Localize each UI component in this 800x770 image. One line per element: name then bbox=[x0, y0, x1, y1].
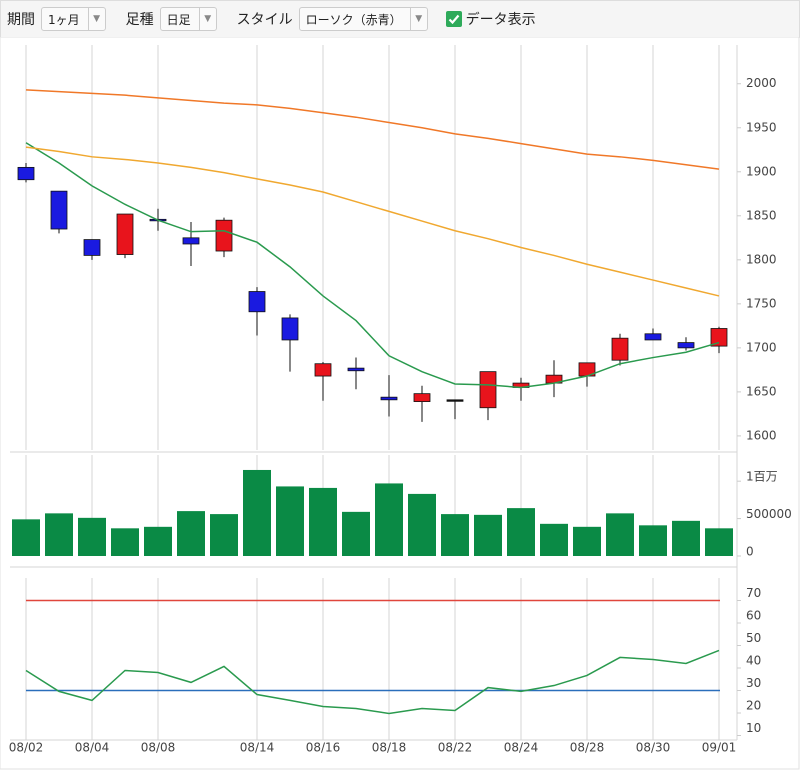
style-select[interactable]: ローソク（赤青） ▼ bbox=[298, 7, 428, 31]
y-tick-label: 0 bbox=[746, 545, 754, 559]
volume-bar bbox=[210, 514, 238, 556]
candle-body bbox=[248, 291, 266, 313]
volume-bar bbox=[573, 526, 601, 556]
y-tick-label: 1600 bbox=[746, 428, 777, 442]
candle-body bbox=[182, 237, 200, 245]
data-display-label: データ表示 bbox=[465, 12, 536, 28]
candle-body bbox=[347, 367, 365, 372]
candle-body bbox=[380, 396, 398, 401]
volume-bar bbox=[408, 493, 436, 556]
x-tick-label: 08/28 bbox=[570, 741, 605, 755]
candle-body bbox=[644, 333, 662, 341]
x-tick-label: 08/08 bbox=[141, 741, 176, 755]
data-display-checkbox[interactable] bbox=[445, 11, 462, 27]
y-tick-label: 1850 bbox=[746, 208, 777, 222]
toolbar: 期間 1ヶ月 ▼ 足種 日足 ▼ スタイル ローソク（赤青） ▼ データ表示 bbox=[0, 0, 800, 38]
y-tick-label: 1800 bbox=[746, 252, 777, 266]
candle-body bbox=[479, 371, 497, 409]
y-tick-label: 70 bbox=[746, 586, 761, 600]
volume-bar bbox=[639, 525, 667, 556]
candle-body bbox=[50, 190, 68, 230]
candle-body bbox=[215, 219, 233, 252]
y-tick-label: 1百万 bbox=[746, 470, 778, 484]
moving-average-line bbox=[25, 146, 720, 297]
chart: 08/02 08/04 08/08 08/14 08/16 08/18 08/22 08/24… bbox=[0, 37, 800, 770]
candle-body bbox=[611, 337, 629, 361]
volume-bar bbox=[441, 514, 469, 556]
volume-bar bbox=[672, 520, 700, 556]
volume-bar bbox=[342, 511, 370, 556]
dropdown-arrow: ▼ bbox=[409, 8, 427, 30]
y-tick-label: 1950 bbox=[746, 120, 777, 134]
period-label: 期間 bbox=[7, 12, 35, 28]
volume-bar bbox=[12, 519, 40, 556]
volume-bar bbox=[507, 508, 535, 556]
x-tick-label: 08/18 bbox=[372, 741, 407, 755]
volume-bar bbox=[309, 487, 337, 556]
moving-average-line bbox=[25, 142, 720, 389]
volume-bar bbox=[144, 526, 172, 556]
volume-bar bbox=[243, 469, 271, 556]
bar-value: 日足 bbox=[166, 12, 191, 27]
y-tick-label: 10 bbox=[746, 721, 761, 735]
style-label: スタイル bbox=[236, 12, 293, 28]
x-tick-label: 08/14 bbox=[240, 741, 275, 755]
y-tick-label: 20 bbox=[746, 699, 761, 713]
y-tick-label: 1900 bbox=[746, 164, 777, 178]
volume-bar bbox=[474, 514, 502, 556]
bar-select[interactable]: 日足 ▼ bbox=[159, 7, 217, 31]
x-tick-label: 08/16 bbox=[306, 741, 341, 755]
period-select[interactable]: 1ヶ月 ▼ bbox=[41, 7, 106, 31]
period-value: 1ヶ月 bbox=[48, 12, 80, 27]
volume-bar bbox=[606, 513, 634, 556]
volume-bar bbox=[111, 528, 139, 556]
volume-bar bbox=[705, 528, 733, 556]
dropdown-arrow: ▼ bbox=[87, 8, 105, 30]
volume-bar bbox=[276, 486, 304, 556]
y-tick-label: 60 bbox=[746, 609, 761, 623]
dropdown-arrow: ▼ bbox=[198, 8, 216, 30]
y-tick-label: 2000 bbox=[746, 76, 777, 90]
candle-body bbox=[281, 317, 299, 341]
bar-label: 足種 bbox=[125, 12, 154, 28]
candle-body bbox=[446, 399, 464, 402]
candle-body bbox=[83, 239, 101, 256]
candle-body bbox=[17, 166, 35, 181]
x-tick-label: 08/04 bbox=[75, 741, 110, 755]
volume-bar bbox=[45, 513, 73, 556]
candle-body bbox=[677, 342, 695, 349]
x-tick-label: 08/30 bbox=[636, 741, 671, 755]
candle-body bbox=[710, 328, 728, 347]
y-tick-label: 1650 bbox=[746, 384, 777, 398]
x-tick-label: 08/24 bbox=[504, 741, 539, 755]
x-tick-label: 08/22 bbox=[438, 741, 473, 755]
volume-bar bbox=[78, 517, 106, 556]
volume-bar bbox=[540, 523, 568, 556]
candle-body bbox=[314, 363, 332, 377]
y-tick-label: 30 bbox=[746, 676, 761, 690]
candle-body bbox=[116, 213, 134, 255]
candle-body bbox=[413, 393, 431, 402]
style-value: ローソク（赤青） bbox=[305, 12, 402, 27]
indicator-line bbox=[25, 649, 720, 715]
x-tick-label: 09/01 bbox=[702, 741, 737, 755]
y-tick-label: 40 bbox=[746, 654, 761, 668]
volume-bar bbox=[375, 483, 403, 556]
moving-average-line bbox=[25, 89, 720, 170]
y-tick-label: 1700 bbox=[746, 340, 777, 354]
y-tick-label: 1750 bbox=[746, 296, 777, 310]
volume-bar bbox=[177, 511, 205, 556]
y-tick-label: 50 bbox=[746, 631, 761, 645]
chart-frame bbox=[0, 37, 800, 770]
y-tick-label: 500000 bbox=[746, 507, 792, 521]
x-tick-label: 08/02 bbox=[9, 741, 44, 755]
